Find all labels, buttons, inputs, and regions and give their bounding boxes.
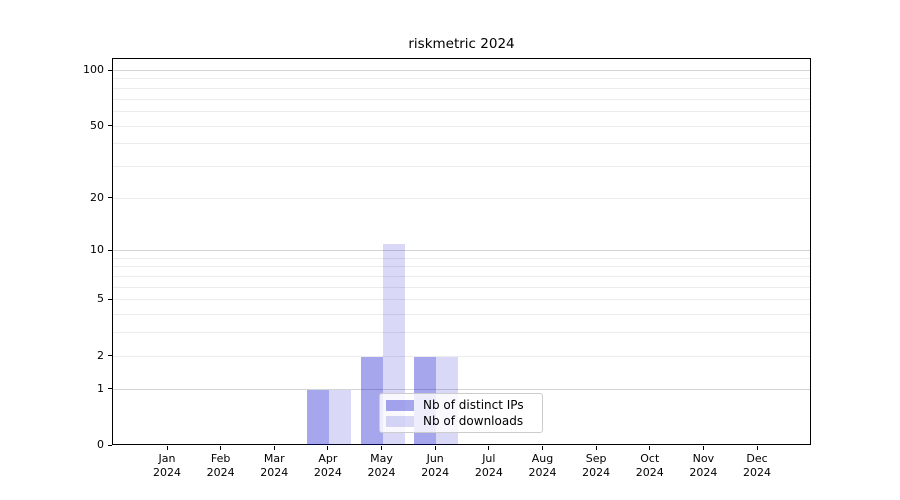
x-tick-label: Nov 2024 — [689, 452, 718, 479]
minor-gridline — [113, 78, 810, 80]
y-tick-mark — [108, 249, 112, 251]
minor-gridline — [113, 98, 810, 100]
legend: Nb of distinct IPs Nb of downloads — [379, 393, 543, 433]
minor-gridline — [113, 276, 810, 278]
x-tick-label: Feb 2024 — [206, 452, 235, 479]
x-tick-label: Aug 2024 — [528, 452, 557, 479]
legend-label: Nb of distinct IPs — [423, 398, 524, 413]
x-tick-label: Jul 2024 — [474, 452, 503, 479]
y-tick-mark — [108, 444, 112, 446]
x-tick-label: Jun 2024 — [421, 452, 450, 479]
x-tick-mark — [273, 446, 275, 450]
minor-gridline — [113, 266, 810, 268]
bar-distinct-ips — [306, 389, 329, 445]
y-tick-mark — [108, 125, 112, 127]
minor-gridline — [113, 197, 810, 199]
minor-gridline — [113, 299, 810, 301]
major-gridline — [113, 70, 810, 71]
y-tick-mark — [108, 298, 112, 300]
y-tick-label: 10 — [90, 243, 104, 257]
minor-gridline — [113, 332, 810, 334]
chart-title: riskmetric 2024 — [408, 36, 515, 52]
y-tick-mark — [108, 355, 112, 357]
minor-gridline — [113, 125, 810, 127]
x-tick-label: Oct 2024 — [635, 452, 664, 479]
major-gridline — [113, 250, 810, 252]
minor-gridline — [113, 314, 810, 316]
minor-gridline — [113, 87, 810, 89]
minor-gridline — [113, 165, 810, 167]
x-tick-mark — [166, 446, 168, 450]
legend-item: Nb of downloads — [386, 414, 534, 430]
y-tick-mark — [108, 197, 112, 199]
y-tick-label: 50 — [90, 118, 104, 132]
x-tick-label: Sep 2024 — [582, 452, 611, 479]
major-gridline — [113, 388, 810, 390]
y-tick-label: 0 — [97, 438, 104, 451]
x-tick-mark — [595, 446, 597, 450]
x-tick-mark — [541, 446, 543, 450]
legend-label: Nb of downloads — [423, 413, 524, 428]
legend-swatch — [386, 415, 414, 427]
x-tick-label: May 2024 — [367, 452, 396, 479]
x-tick-mark — [702, 446, 704, 450]
x-tick-mark — [220, 446, 222, 450]
minor-gridline — [113, 257, 810, 259]
minor-gridline — [113, 143, 810, 145]
plot-area — [112, 58, 811, 445]
y-tick-label: 100 — [83, 63, 104, 76]
x-tick-mark — [649, 446, 651, 450]
y-tick-mark — [108, 69, 112, 71]
x-tick-label: Dec 2024 — [743, 452, 772, 479]
x-tick-mark — [488, 446, 490, 450]
minor-gridline — [113, 355, 810, 357]
legend-item: Nb of distinct IPs — [386, 398, 534, 414]
bar-downloads — [328, 389, 351, 445]
legend-swatch — [386, 400, 414, 412]
x-tick-mark — [327, 446, 329, 450]
x-tick-mark — [756, 446, 758, 450]
x-tick-label: Mar 2024 — [260, 452, 289, 479]
x-tick-label: Jan 2024 — [153, 452, 181, 479]
y-tick-label: 2 — [97, 348, 104, 362]
minor-gridline — [113, 286, 810, 288]
x-tick-label: Apr 2024 — [313, 452, 342, 479]
y-tick-label: 1 — [97, 381, 104, 395]
y-tick-label: 20 — [90, 190, 104, 204]
bar-distinct-ips — [360, 356, 383, 445]
y-tick-label: 5 — [97, 292, 104, 306]
minor-gridline — [113, 110, 810, 112]
x-tick-mark — [434, 446, 436, 450]
y-tick-mark — [108, 388, 112, 390]
x-tick-mark — [381, 446, 383, 450]
